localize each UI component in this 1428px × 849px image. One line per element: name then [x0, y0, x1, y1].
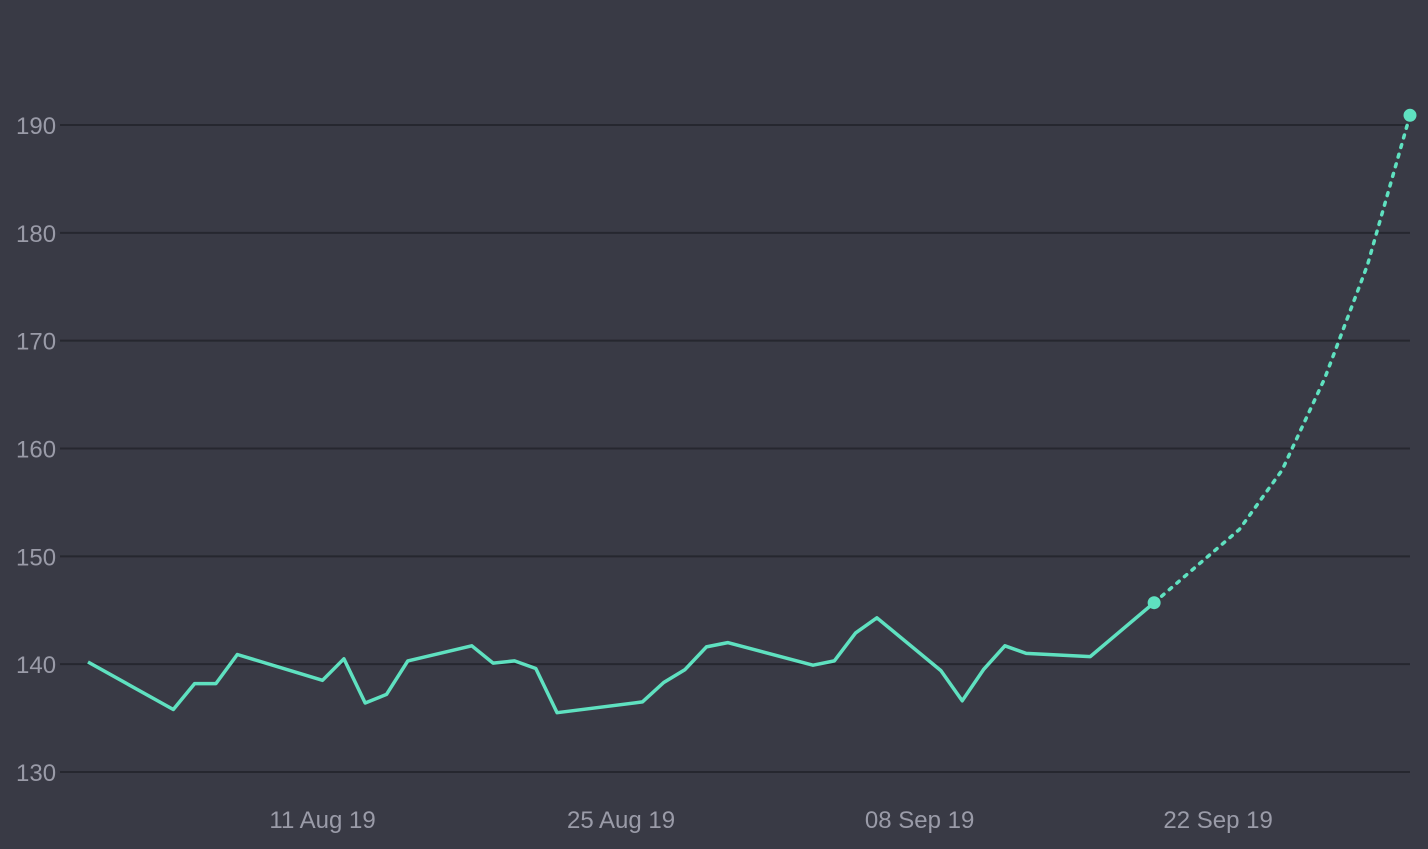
forecast-line	[1152, 113, 1412, 605]
y-tick-label: 130	[16, 760, 56, 787]
data-point-marker[interactable]	[1147, 596, 1161, 610]
y-tick-label: 190	[16, 113, 56, 140]
y-axis-tick-labels: 130 140 150 160 170 180 190	[16, 113, 56, 787]
data-point-marker[interactable]	[1403, 108, 1417, 122]
y-tick-label: 180	[16, 221, 56, 248]
y-tick-label: 150	[16, 544, 56, 571]
y-tick-label: 170	[16, 329, 56, 356]
y-tick-label: 140	[16, 652, 56, 679]
y-tick-label: 160	[16, 437, 56, 464]
series-markers	[1147, 108, 1417, 610]
series-lines	[87, 113, 1412, 715]
history-line	[87, 601, 1156, 715]
x-tick-label: 08 Sep 19	[865, 807, 974, 834]
grid-lines	[60, 124, 1410, 773]
x-axis-tick-labels: 11 Aug 19 25 Aug 19 08 Sep 19 22 Sep 19	[269, 807, 1272, 834]
x-tick-label: 22 Sep 19	[1163, 807, 1272, 834]
x-tick-label: 11 Aug 19	[269, 807, 375, 834]
x-tick-label: 25 Aug 19	[567, 807, 675, 834]
